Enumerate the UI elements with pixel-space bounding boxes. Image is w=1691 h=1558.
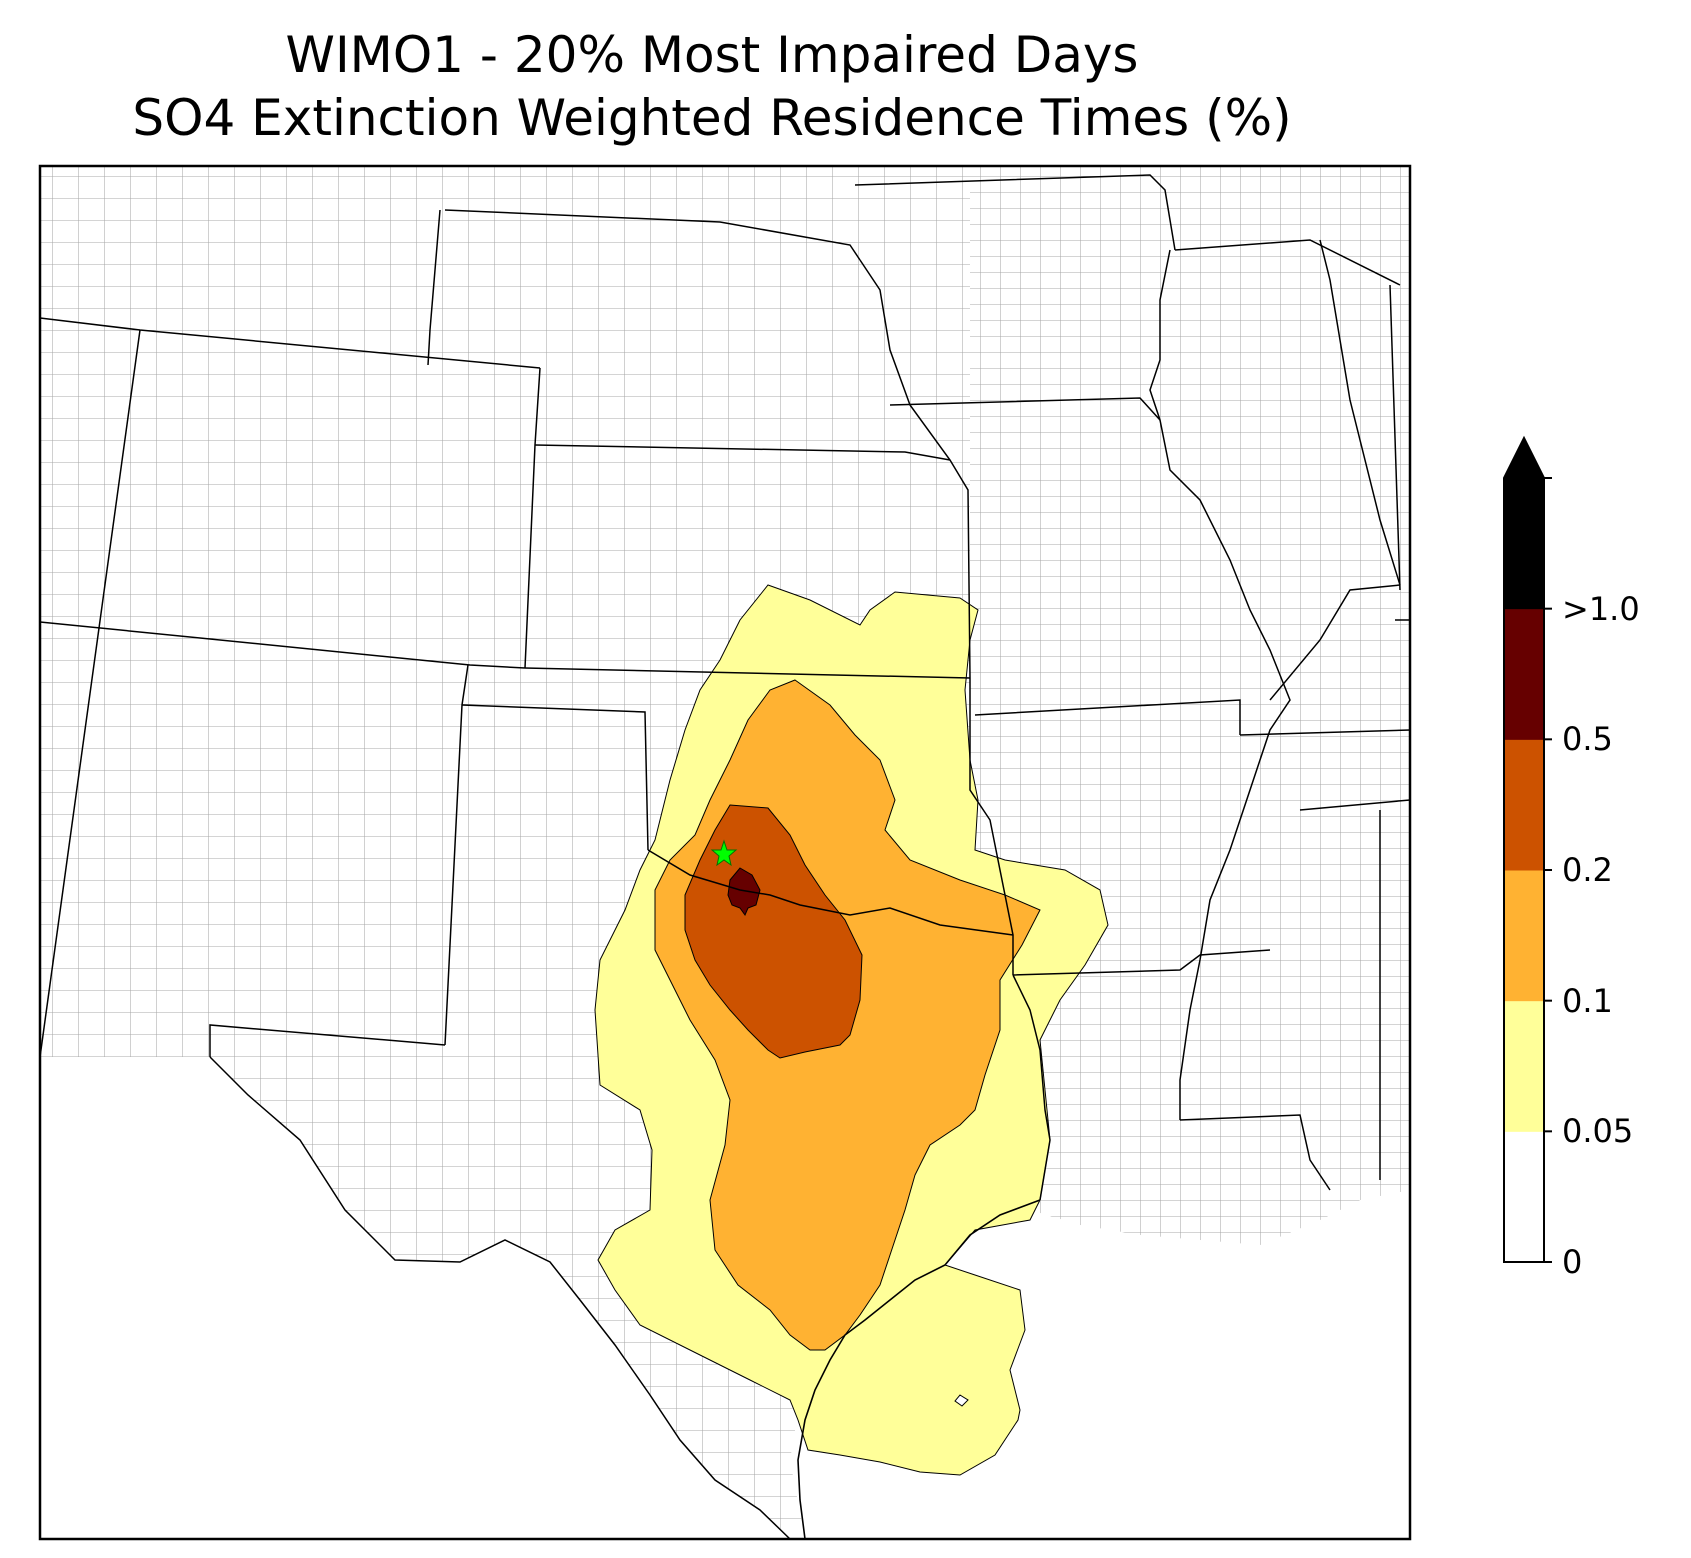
- colorbar-bin: [1504, 1000, 1544, 1132]
- colorbar-bin: [1504, 739, 1544, 871]
- colorbar-bin: [1504, 870, 1544, 1002]
- figure-title-line-1: WIMO1 - 20% Most Impaired Days: [285, 26, 1139, 84]
- colorbar-tick-label: 0.5: [1562, 720, 1613, 759]
- colorbar-bin: [1504, 478, 1544, 610]
- map-frame: [38, 164, 1412, 1541]
- colorbar-tick-label: 0.05: [1562, 1112, 1634, 1151]
- figure-title-line-2: SO4 Extinction Weighted Residence Times …: [132, 89, 1292, 147]
- mexico-region: [40, 1057, 790, 1539]
- receptor-site-star-icon: [710, 839, 738, 867]
- colorbar-tick-label: 0: [1562, 1243, 1583, 1281]
- colorbar: [1503, 435, 1552, 1263]
- colorbar-extend-arrow: [1504, 438, 1544, 478]
- state-boundaries: [40, 174, 1410, 1539]
- contour-0.2-0.5: [684, 804, 863, 1059]
- colorbar-bin: [1504, 1131, 1544, 1263]
- colorbar-tick-label: 0.1: [1562, 981, 1613, 1020]
- contour-hole: [954, 1394, 969, 1407]
- colorbar-tick-label: >1.0: [1562, 589, 1640, 628]
- colorbar-bin: [1504, 608, 1544, 740]
- texas-coastline: [797, 1199, 1041, 1539]
- contour-0.5-1.0: [727, 867, 761, 917]
- colorbar-tick-label: 0.2: [1562, 851, 1613, 889]
